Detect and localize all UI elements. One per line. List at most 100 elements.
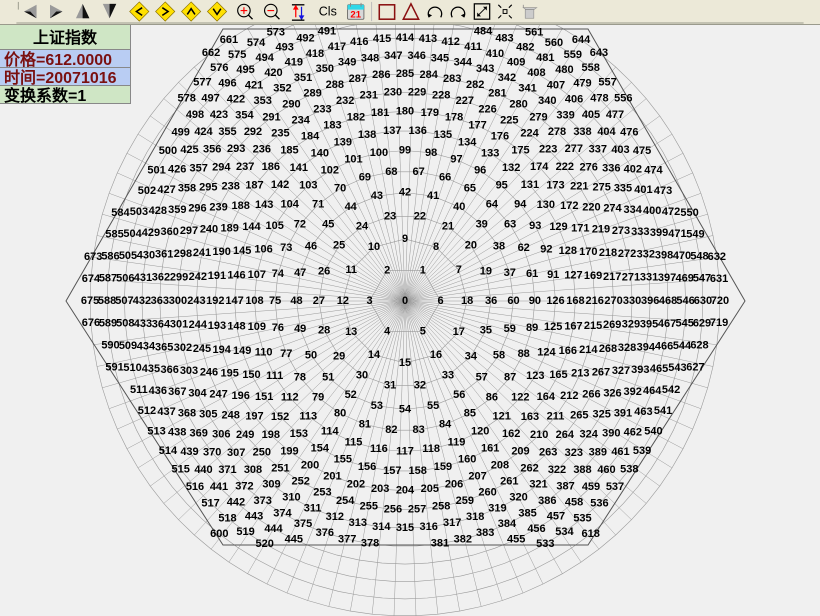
- svg-text:118: 118: [422, 443, 440, 455]
- svg-text:112: 112: [281, 392, 299, 404]
- svg-text:226: 226: [478, 103, 496, 115]
- svg-text:195: 195: [221, 368, 239, 380]
- svg-text:19: 19: [480, 266, 492, 278]
- svg-text:459: 459: [582, 481, 600, 493]
- svg-text:177: 177: [468, 120, 486, 132]
- svg-text:437: 437: [157, 406, 175, 418]
- svg-text:319: 319: [488, 503, 506, 515]
- svg-text:184: 184: [301, 131, 320, 143]
- svg-text:591: 591: [105, 361, 123, 373]
- svg-text:358: 358: [178, 183, 196, 195]
- svg-text:201: 201: [323, 470, 341, 482]
- svg-text:549: 549: [686, 229, 704, 241]
- svg-text:55: 55: [427, 400, 439, 412]
- svg-text:424: 424: [194, 126, 213, 138]
- svg-text:322: 322: [548, 464, 566, 476]
- svg-text:287: 287: [349, 73, 367, 85]
- svg-text:302: 302: [174, 342, 192, 354]
- svg-text:505: 505: [119, 250, 137, 262]
- svg-text:47: 47: [294, 267, 306, 279]
- svg-text:538: 538: [620, 464, 638, 476]
- svg-text:468: 468: [659, 295, 677, 307]
- svg-text:354: 354: [235, 110, 254, 122]
- svg-text:496: 496: [218, 78, 236, 90]
- svg-text:244: 244: [189, 319, 208, 331]
- svg-text:52: 52: [345, 389, 357, 401]
- svg-text:57: 57: [476, 372, 488, 384]
- svg-text:275: 275: [593, 181, 611, 193]
- svg-text:548: 548: [690, 251, 708, 263]
- svg-text:159: 159: [434, 461, 452, 473]
- svg-text:156: 156: [358, 461, 376, 473]
- svg-text:344: 344: [454, 57, 473, 69]
- svg-text:242: 242: [189, 271, 207, 283]
- svg-text:506: 506: [116, 272, 134, 284]
- svg-text:404: 404: [597, 126, 616, 138]
- svg-text:190: 190: [213, 246, 231, 258]
- svg-text:306: 306: [212, 429, 230, 441]
- svg-text:30: 30: [356, 370, 368, 382]
- svg-text:95: 95: [496, 180, 508, 192]
- svg-text:27: 27: [313, 295, 325, 307]
- svg-text:560: 560: [545, 37, 563, 49]
- svg-text:402: 402: [624, 164, 642, 176]
- svg-text:86: 86: [486, 392, 498, 404]
- svg-text:136: 136: [409, 125, 427, 137]
- svg-text:442: 442: [227, 497, 245, 509]
- svg-text:140: 140: [311, 148, 329, 160]
- svg-text:627: 627: [686, 361, 704, 373]
- svg-text:58: 58: [493, 349, 505, 361]
- svg-text:1: 1: [420, 264, 426, 276]
- svg-text:93: 93: [529, 220, 541, 232]
- svg-text:422: 422: [227, 94, 245, 106]
- svg-text:515: 515: [172, 464, 190, 476]
- svg-text:267: 267: [592, 366, 610, 378]
- svg-text:256: 256: [384, 503, 402, 515]
- svg-text:537: 537: [606, 481, 624, 493]
- svg-text:590: 590: [101, 339, 119, 351]
- svg-text:246: 246: [200, 366, 218, 378]
- svg-text:131: 131: [521, 179, 539, 191]
- svg-text:129: 129: [549, 221, 567, 233]
- svg-text:166: 166: [559, 345, 577, 357]
- svg-text:180: 180: [396, 105, 414, 117]
- svg-text:418: 418: [306, 48, 324, 60]
- svg-text:81: 81: [359, 419, 371, 431]
- svg-text:577: 577: [193, 77, 211, 89]
- svg-text:378: 378: [361, 538, 379, 550]
- svg-text:408: 408: [527, 67, 545, 79]
- svg-text:164: 164: [537, 391, 556, 403]
- svg-text:21: 21: [442, 221, 454, 233]
- svg-text:383: 383: [476, 527, 494, 539]
- svg-text:279: 279: [529, 111, 547, 123]
- svg-text:38: 38: [493, 241, 505, 253]
- svg-text:199: 199: [280, 446, 298, 458]
- svg-text:220: 220: [582, 201, 600, 213]
- svg-text:414: 414: [396, 32, 415, 44]
- svg-text:473: 473: [654, 185, 672, 197]
- svg-text:365: 365: [155, 341, 173, 353]
- svg-text:2: 2: [384, 264, 390, 276]
- svg-text:272: 272: [618, 248, 636, 260]
- svg-text:308: 308: [244, 464, 262, 476]
- svg-text:143: 143: [255, 199, 273, 211]
- svg-text:24: 24: [356, 221, 369, 233]
- svg-text:500: 500: [159, 145, 177, 157]
- svg-text:14: 14: [368, 349, 381, 361]
- svg-text:516: 516: [186, 481, 204, 493]
- svg-text:719: 719: [710, 317, 728, 329]
- svg-text:457: 457: [547, 511, 565, 523]
- svg-text:66: 66: [439, 172, 451, 184]
- svg-text:299: 299: [170, 271, 188, 283]
- svg-text:92: 92: [540, 244, 552, 256]
- svg-text:108: 108: [245, 295, 263, 307]
- svg-text:23: 23: [384, 210, 396, 222]
- svg-text:423: 423: [210, 109, 228, 121]
- svg-text:48: 48: [290, 295, 302, 307]
- svg-text:419: 419: [285, 57, 303, 69]
- svg-text:674: 674: [82, 273, 101, 285]
- svg-text:361: 361: [155, 249, 173, 261]
- svg-text:110: 110: [255, 347, 273, 359]
- svg-text:507: 507: [115, 295, 133, 307]
- svg-text:323: 323: [565, 447, 583, 459]
